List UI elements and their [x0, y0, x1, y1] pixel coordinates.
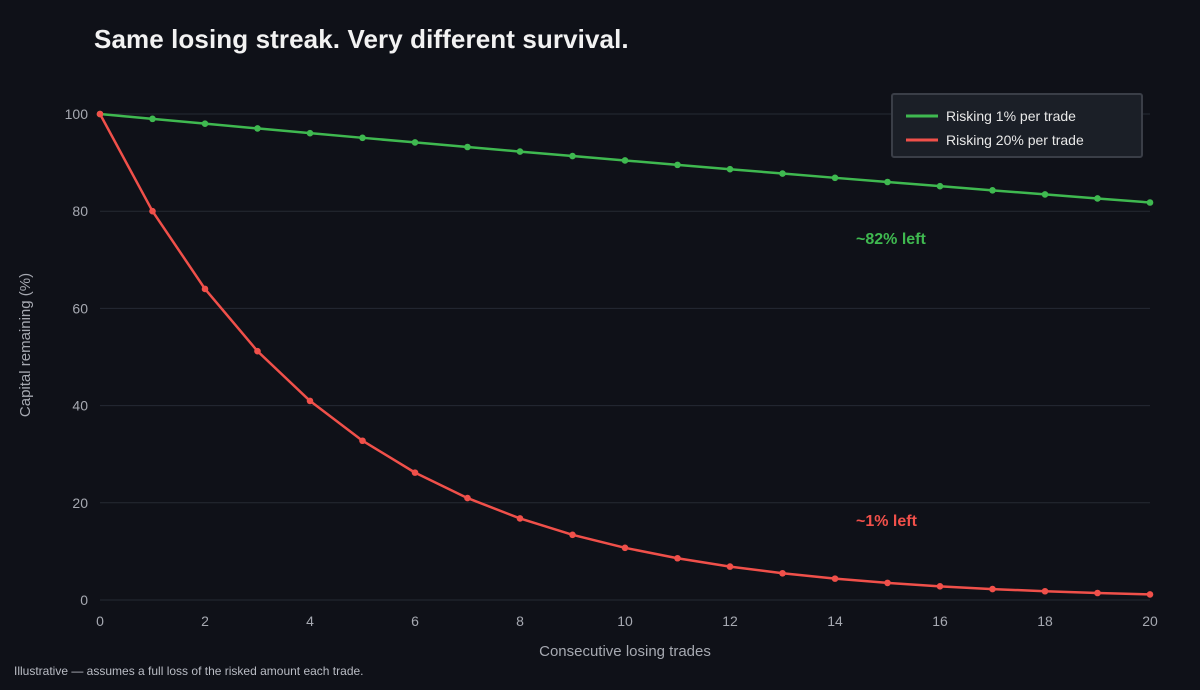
y-tick-label-60: 60 — [72, 300, 88, 316]
data-point-risk-20pct-8 — [516, 515, 524, 522]
data-point-risk-20pct-16 — [936, 583, 944, 590]
legend-box — [891, 93, 1143, 158]
data-point-risk-20pct-14 — [831, 575, 839, 582]
y-axis-ticks: 0 20 40 60 80 100 — [65, 106, 89, 608]
y-tick-label-80: 80 — [72, 203, 88, 219]
x-tick-label-14: 14 — [827, 613, 843, 629]
data-point-risk-1pct-13 — [779, 170, 786, 177]
y-tick-label-0: 0 — [80, 592, 88, 608]
data-point-risk-1pct-2 — [201, 120, 209, 127]
series-layer — [96, 110, 1154, 598]
data-point-risk-20pct-5 — [359, 437, 366, 445]
x-tick-label-4: 4 — [306, 613, 314, 629]
annotation-0: ~82% left — [856, 231, 926, 248]
data-point-risk-1pct-10 — [621, 157, 629, 164]
y-tick-label-20: 20 — [72, 495, 88, 511]
y-axis-title: Capital remaining (%) — [17, 273, 34, 417]
data-point-risk-1pct-14 — [831, 174, 839, 182]
x-tick-label-0: 0 — [96, 613, 104, 629]
data-point-risk-1pct-17 — [989, 187, 996, 194]
data-point-risk-20pct-9 — [569, 531, 576, 539]
gridlines — [100, 113, 1150, 601]
x-axis-ticks: 0 2 4 6 8 10 12 14 16 18 20 — [96, 613, 1158, 629]
x-tick-label-8: 8 — [516, 613, 524, 629]
data-point-risk-20pct-17 — [989, 585, 996, 593]
y-tick-label-40: 40 — [72, 398, 88, 414]
data-point-risk-20pct-13 — [779, 569, 786, 577]
data-point-risk-20pct-15 — [884, 579, 891, 587]
data-point-risk-20pct-2 — [201, 285, 209, 293]
data-point-risk-20pct-6 — [411, 469, 419, 476]
data-point-risk-20pct-4 — [306, 397, 314, 405]
annotations: ~82% left ~1% left — [856, 231, 926, 530]
legend-label-1pct: Risking 1% per trade — [946, 108, 1076, 124]
x-tick-label-12: 12 — [722, 613, 738, 629]
annotation-1: ~1% left — [856, 513, 918, 530]
data-point-risk-1pct-3 — [254, 125, 261, 132]
x-axis-title: Consecutive losing trades — [539, 643, 711, 660]
legend-label-20pct: Risking 20% per trade — [946, 132, 1084, 148]
data-point-risk-1pct-1 — [149, 115, 156, 123]
footnote: Illustrative — assumes a full loss of th… — [14, 664, 364, 678]
data-point-risk-20pct-3 — [254, 347, 261, 355]
data-point-risk-20pct-20 — [1146, 591, 1154, 598]
x-tick-label-10: 10 — [617, 613, 633, 629]
data-point-risk-20pct-0 — [96, 110, 104, 118]
chart-title: Same losing streak. Very different survi… — [94, 24, 629, 54]
data-point-risk-1pct-5 — [359, 134, 366, 142]
data-point-risk-1pct-9 — [569, 152, 576, 160]
data-point-risk-20pct-1 — [149, 207, 156, 215]
x-tick-label-2: 2 — [201, 613, 209, 629]
x-tick-label-16: 16 — [932, 613, 948, 629]
data-point-risk-1pct-20 — [1146, 199, 1154, 206]
legend: Risking 1% per trade Risking 20% per tra… — [891, 93, 1143, 158]
data-point-risk-1pct-6 — [411, 139, 419, 146]
data-point-risk-20pct-12 — [726, 563, 734, 570]
x-tick-label-20: 20 — [1142, 613, 1158, 629]
data-point-risk-1pct-11 — [674, 161, 681, 169]
y-tick-label-100: 100 — [65, 106, 89, 122]
data-point-risk-20pct-18 — [1041, 587, 1049, 595]
data-point-risk-1pct-8 — [516, 148, 524, 155]
data-point-risk-20pct-11 — [674, 554, 681, 562]
data-point-risk-20pct-10 — [621, 544, 629, 552]
data-point-risk-20pct-7 — [464, 494, 471, 502]
data-point-risk-20pct-19 — [1094, 589, 1101, 597]
data-point-risk-1pct-15 — [884, 178, 891, 186]
data-point-risk-1pct-4 — [306, 129, 314, 137]
data-point-risk-1pct-19 — [1094, 195, 1101, 202]
data-point-risk-1pct-16 — [936, 182, 944, 190]
data-point-risk-1pct-12 — [726, 165, 734, 173]
x-tick-label-6: 6 — [411, 613, 419, 629]
data-point-risk-1pct-18 — [1041, 191, 1049, 198]
series-risk-20pct — [96, 110, 1154, 598]
x-tick-label-18: 18 — [1037, 613, 1053, 629]
data-point-risk-1pct-7 — [464, 143, 471, 151]
